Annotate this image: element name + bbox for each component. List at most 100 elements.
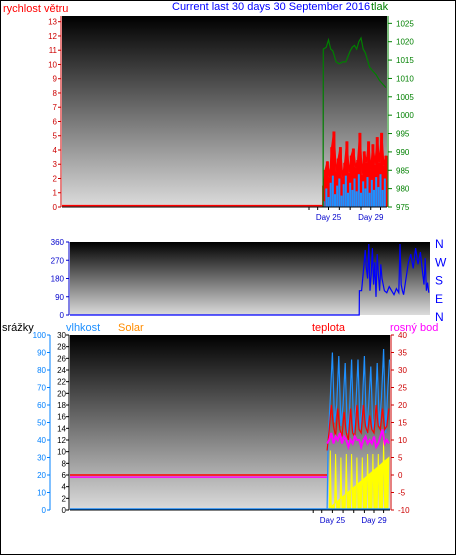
rain-axis-tick-label: 100 bbox=[33, 331, 47, 340]
rain-axis-tick-label: 0 bbox=[42, 506, 47, 515]
pressure-axis-tick-label: 1000 bbox=[396, 111, 414, 120]
rain-axis-tick-label: 50 bbox=[37, 419, 46, 428]
temperature-x-day-label: Day 25 bbox=[320, 516, 346, 525]
pressure-axis-tick-label: 985 bbox=[396, 166, 410, 175]
pressure-axis-tick-label: 1010 bbox=[396, 74, 414, 83]
rain-axis: 0 10 20 30 40 50 60 70 80 90 100 bbox=[33, 331, 51, 515]
pressure-axis-tick-label: 1020 bbox=[396, 38, 414, 47]
wind-direction-axis-tick-label: 180 bbox=[51, 275, 65, 284]
humidity-line bbox=[326, 348, 391, 511]
dewpoint-line bbox=[326, 429, 390, 451]
temperature-x-day-label: Day 29 bbox=[361, 516, 387, 525]
humidity-axis-tick-label: 4 bbox=[62, 483, 67, 492]
pressure-label: tlak bbox=[371, 1, 389, 13]
temperature-axis-tick-label: 5 bbox=[398, 454, 403, 463]
wind-speed-axis-tick-label: 10 bbox=[48, 60, 57, 69]
pressure-line bbox=[322, 36, 387, 208]
rain-axis-tick-label: 60 bbox=[37, 401, 46, 410]
humidity-axis-tick-label: 16 bbox=[57, 413, 66, 422]
temperature-axis-tick-label: 35 bbox=[398, 349, 407, 358]
humidity-axis-tick-label: 10 bbox=[57, 448, 66, 457]
wind-speed-axis-tick-label: 1 bbox=[53, 189, 58, 198]
wind-direction-axis-tick-label: 0 bbox=[60, 311, 65, 320]
humidity-axis-tick-label: 30 bbox=[57, 331, 66, 340]
humidity-axis-tick-label: 2 bbox=[62, 494, 67, 503]
rain-axis-tick-label: 20 bbox=[37, 471, 46, 480]
humidity-axis-tick-label: 12 bbox=[57, 436, 66, 445]
temperature-axis-tick-label: 0 bbox=[398, 471, 403, 480]
wind-speed-axis-tick-label: 3 bbox=[53, 160, 58, 169]
humidity-axis-tick-label: 8 bbox=[62, 459, 67, 468]
compass-letter: N bbox=[435, 310, 444, 324]
humidity-axis-tick-label: 22 bbox=[57, 378, 66, 387]
humidity-axis-tick-label: 28 bbox=[57, 343, 66, 352]
wind-speed-axis-tick-label: 11 bbox=[49, 46, 58, 55]
solar-label: Solar bbox=[118, 322, 144, 334]
rain-label: srážky bbox=[2, 322, 34, 334]
pressure-axis-tick-label: 1005 bbox=[396, 93, 414, 102]
humidity-axis-tick-label: 0 bbox=[62, 506, 67, 515]
wind-direction-series bbox=[70, 243, 430, 316]
rain-axis-tick-label: 80 bbox=[37, 366, 46, 375]
wind-pressure-series bbox=[62, 36, 388, 208]
wind-speed-label: rychlost větru bbox=[3, 3, 68, 15]
humidity-label: vlhkost bbox=[66, 322, 100, 334]
temperature-panel: srážky vlhkost Solar teplota rosný bod 0… bbox=[2, 322, 438, 525]
compass-letter: S bbox=[435, 274, 443, 288]
compass-letter: N bbox=[435, 237, 444, 251]
temperature-x-axis: Day 25 Day 29 bbox=[70, 509, 390, 525]
humidity-axis-tick-label: 24 bbox=[57, 366, 66, 375]
temperature-axis-tick-label: 15 bbox=[398, 419, 407, 428]
temperature-plot-area bbox=[70, 335, 390, 510]
wind-speed-axis-tick-label: 6 bbox=[53, 117, 58, 126]
pressure-axis-tick-label: 1025 bbox=[396, 19, 414, 28]
compass-letter: E bbox=[435, 292, 443, 306]
temperature-axis: -10 -5 0 5 10 15 20 25 30 35 40 bbox=[390, 331, 410, 515]
temperature-line bbox=[326, 404, 390, 451]
wind-direction-axis-tick-label: 90 bbox=[55, 293, 64, 302]
rain-axis-tick-label: 90 bbox=[37, 349, 46, 358]
wind-speed-axis-tick-label: 5 bbox=[53, 132, 58, 141]
temperature-axis-tick-label: 40 bbox=[398, 331, 407, 340]
pressure-axis-tick-label: 995 bbox=[396, 130, 410, 139]
wind-speed-axis-tick-label: 0 bbox=[53, 203, 58, 212]
wind-direction-axis-tick-label: 360 bbox=[51, 238, 65, 247]
rain-axis-tick-label: 40 bbox=[37, 436, 46, 445]
wind-speed-line bbox=[62, 131, 387, 207]
wind-direction-line bbox=[70, 243, 430, 316]
temperature-axis-tick-label: -5 bbox=[398, 489, 406, 498]
chart-title: Current last 30 days 30 September 2016 bbox=[172, 1, 370, 13]
humidity-axis-tick-label: 26 bbox=[57, 354, 66, 363]
pressure-axis-tick-label: 1015 bbox=[396, 56, 414, 65]
wind-direction-axis-tick-label: 270 bbox=[51, 256, 65, 265]
temperature-axis-tick-label: 10 bbox=[398, 436, 407, 445]
pressure-axis-tick-label: 980 bbox=[396, 185, 410, 194]
humidity-axis-tick-label: 18 bbox=[57, 401, 66, 410]
humidity-axis-tick-label: 20 bbox=[57, 389, 66, 398]
wind-speed-axis-tick-label: 13 bbox=[48, 18, 57, 27]
wind-pressure-panel: rychlost větru Current last 30 days 30 S… bbox=[3, 1, 414, 222]
rain-axis-tick-label: 30 bbox=[37, 454, 46, 463]
pressure-axis-tick-label: 975 bbox=[396, 203, 410, 212]
wind-pressure-x-axis: Day 25 Day 29 bbox=[62, 206, 387, 222]
wind-speed-axis-tick-label: 9 bbox=[53, 75, 58, 84]
wind-speed-axis-tick-label: 2 bbox=[53, 174, 58, 183]
wind-speed-axis-tick-label: 4 bbox=[53, 146, 58, 155]
humidity-axis-tick-label: 6 bbox=[62, 471, 67, 480]
temperature-axis-tick-label: 30 bbox=[398, 366, 407, 375]
temperature-series bbox=[70, 348, 391, 511]
rain-axis-tick-label: 10 bbox=[37, 489, 46, 498]
pressure-axis-tick-label: 990 bbox=[396, 148, 410, 157]
humidity-axis-tick-label: 14 bbox=[57, 424, 66, 433]
wind-direction-axis: 0 90 180 270 360 bbox=[51, 238, 70, 320]
temperature-axis-tick-label: 25 bbox=[398, 384, 407, 393]
temperature-axis-tick-label: -10 bbox=[398, 506, 410, 515]
wind-pressure-x-day-label: Day 29 bbox=[358, 213, 384, 222]
dewpoint-label: rosný bod bbox=[390, 322, 438, 334]
compass-letter: W bbox=[435, 255, 447, 269]
wind-speed-axis-tick-label: 7 bbox=[53, 103, 58, 112]
